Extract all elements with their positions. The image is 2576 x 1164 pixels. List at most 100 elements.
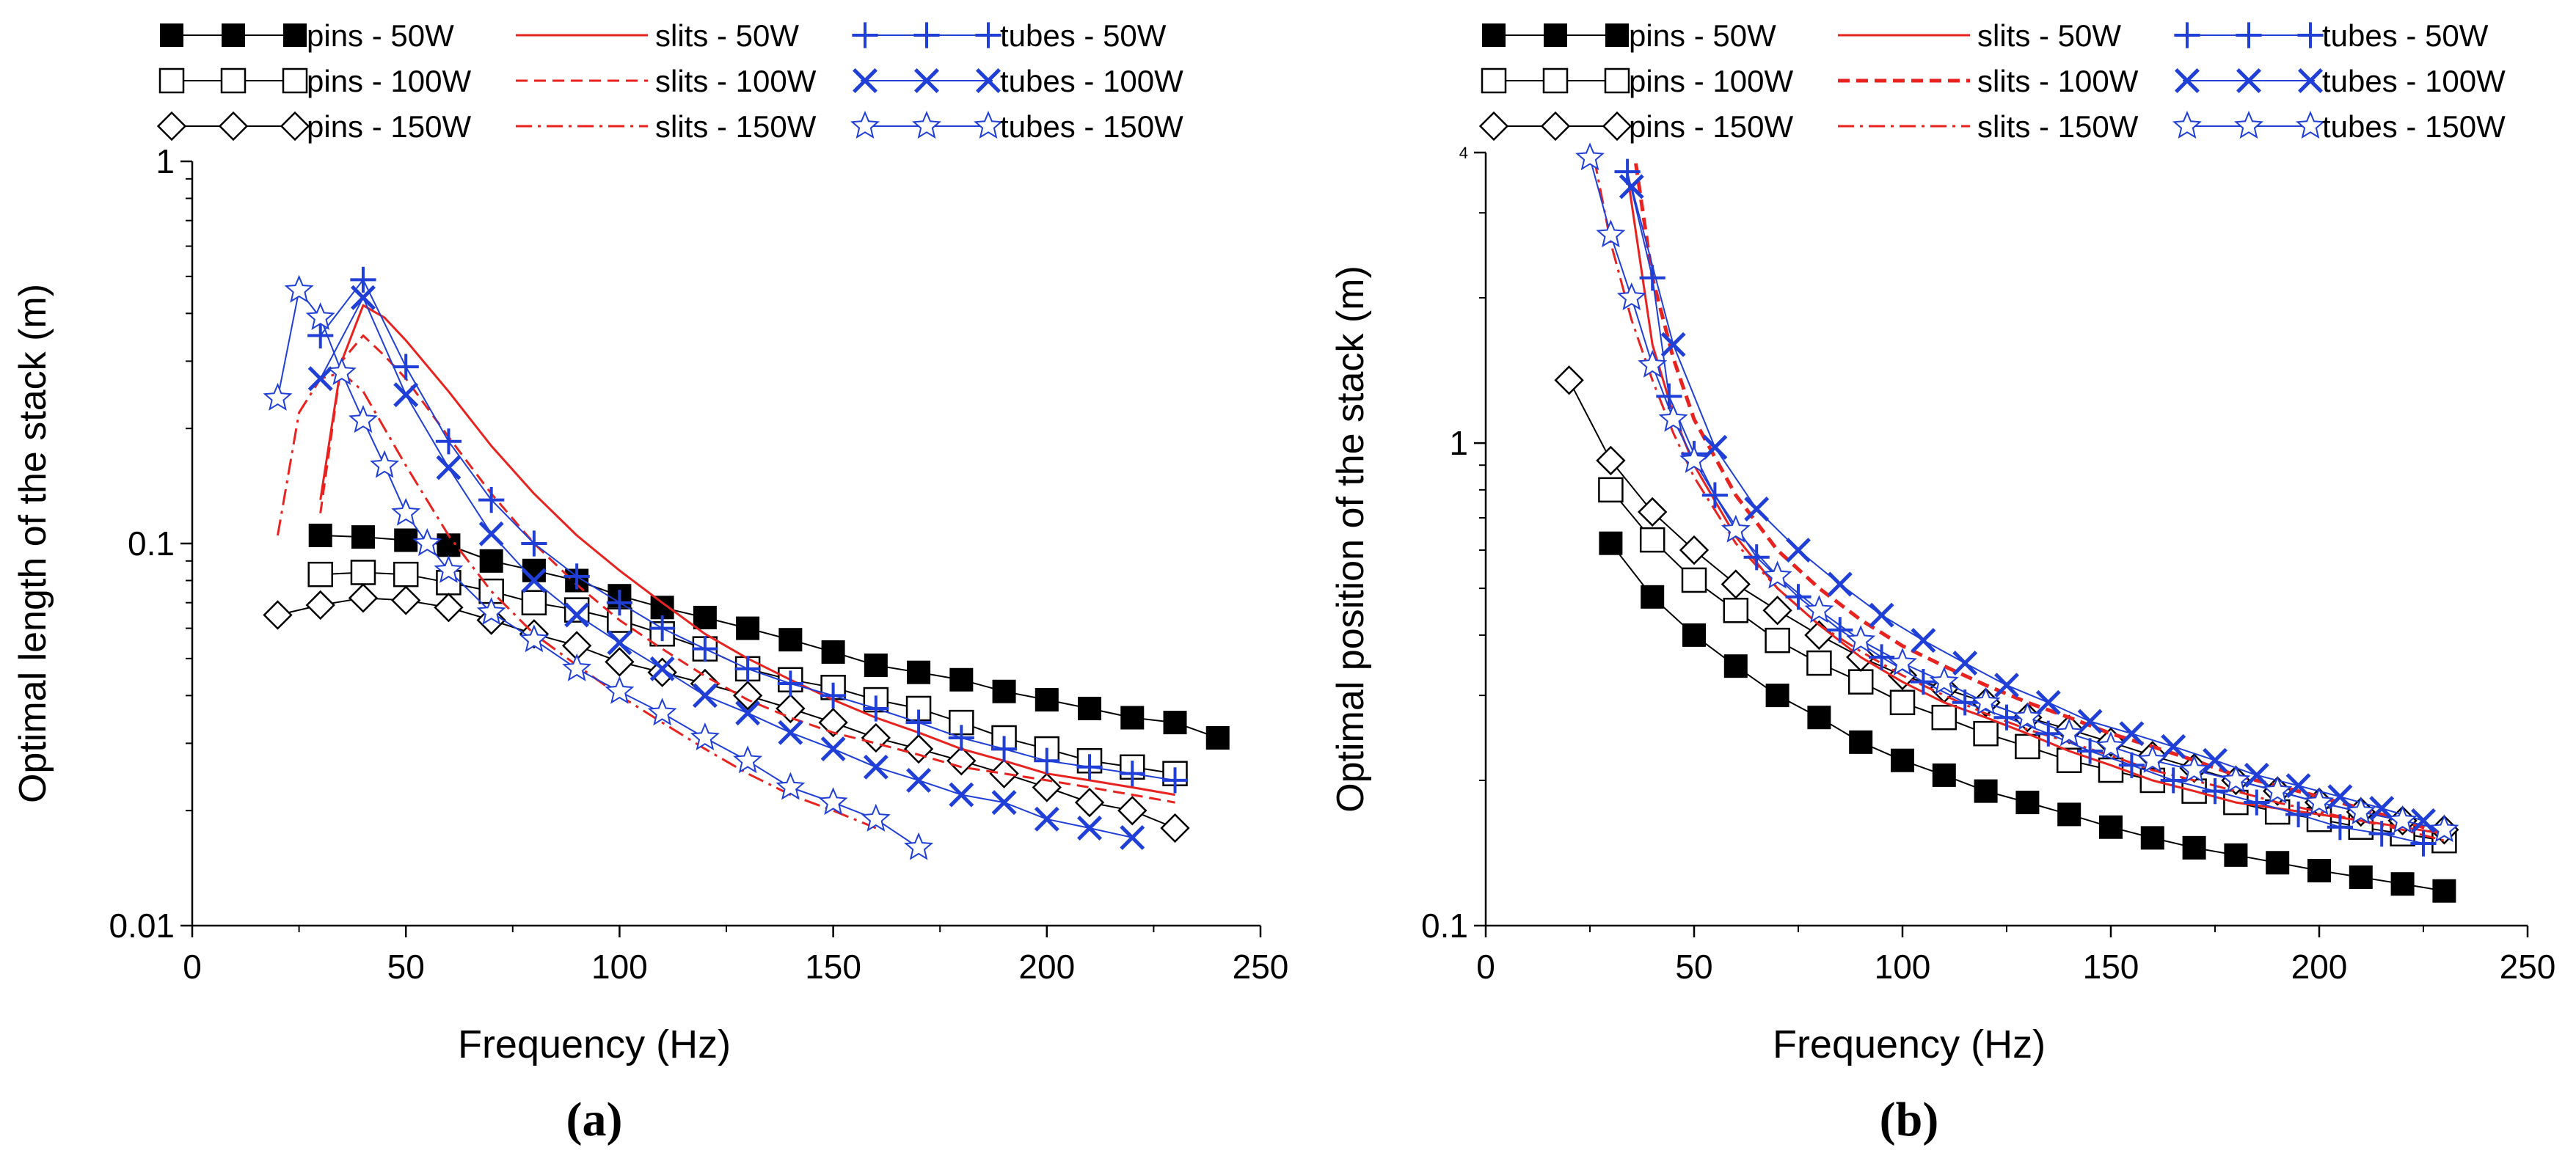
y-axis-label-b: Optimal position of the stack (m) xyxy=(1329,266,1372,813)
x-tick-label: 250 xyxy=(2500,948,2556,986)
legend-a: pins - 50W pins - 100W pins - 150W slits - … xyxy=(156,18,1183,144)
x-tick-label: 150 xyxy=(2083,948,2139,986)
data-point xyxy=(2410,830,2437,857)
legend-label: slits - 150W xyxy=(1977,109,2139,144)
legend-entry: slits - 50W xyxy=(516,18,799,53)
data-point xyxy=(861,722,891,753)
data-point xyxy=(2429,814,2459,843)
data-point xyxy=(370,450,400,478)
data-point xyxy=(1032,772,1062,802)
series-line xyxy=(319,296,1133,838)
data-point xyxy=(1827,617,1853,643)
data-point xyxy=(263,382,293,411)
legend-marker xyxy=(850,111,880,139)
data-point xyxy=(1952,651,1978,676)
data-point xyxy=(2411,808,2436,833)
legend-label: tubes - 100W xyxy=(2322,64,2506,98)
data-point xyxy=(1575,142,1605,171)
legend-entry: slits - 150W xyxy=(1838,109,2139,144)
data-point xyxy=(1120,706,1145,730)
data-point xyxy=(521,568,547,593)
data-point xyxy=(2346,797,2376,825)
y-tick-label: 0.1 xyxy=(1421,907,1468,945)
legend-entry: pins - 150W xyxy=(1478,109,1793,144)
data-point xyxy=(1849,730,1873,754)
data-point xyxy=(863,754,889,780)
data-point xyxy=(1679,444,1709,473)
plot-area-a: 0 50 100 150 200 250 0.01 0.1 1 xyxy=(109,142,1288,986)
data-point xyxy=(2244,762,2269,788)
data-point xyxy=(2202,778,2228,805)
data-point xyxy=(2327,784,2353,810)
legend-marker xyxy=(852,22,878,48)
series-tubes-150W xyxy=(263,274,934,860)
data-point xyxy=(605,676,635,704)
data-point xyxy=(391,585,421,615)
data-point xyxy=(1679,535,1710,565)
data-point xyxy=(1911,628,1936,654)
legend-entry: tubes - 150W xyxy=(2172,109,2506,144)
data-point xyxy=(736,616,760,640)
series-line xyxy=(1634,163,2445,836)
data-point xyxy=(1888,648,1917,676)
y-tick-label: 4 xyxy=(1459,144,1468,162)
series-pins-150W xyxy=(1554,365,2459,845)
legend-marker xyxy=(2296,111,2325,139)
data-point xyxy=(733,745,763,774)
data-point xyxy=(478,487,505,513)
data-point xyxy=(904,832,934,860)
data-point xyxy=(732,681,763,711)
data-point xyxy=(1847,669,1874,695)
data-point xyxy=(393,382,419,408)
data-point xyxy=(2387,805,2418,833)
data-point xyxy=(393,561,419,588)
data-point xyxy=(2077,738,2104,764)
data-point xyxy=(820,682,847,709)
data-point xyxy=(351,525,375,549)
data-point xyxy=(903,733,934,764)
data-point xyxy=(821,640,845,664)
legend-marker xyxy=(282,67,308,94)
data-point xyxy=(2305,787,2334,816)
data-point xyxy=(1596,445,1626,476)
series-slits-50W xyxy=(319,304,1175,797)
data-point xyxy=(2368,821,2395,847)
data-point xyxy=(2054,718,2084,747)
legend-marker xyxy=(283,23,307,47)
data-point xyxy=(863,695,889,722)
data-point xyxy=(1554,365,1584,395)
data-point xyxy=(949,782,974,808)
data-point xyxy=(2182,835,2206,860)
x-tick-label: 0 xyxy=(183,948,202,986)
x-tick-label: 0 xyxy=(1476,948,1495,986)
data-point xyxy=(905,709,932,736)
x-tick-label: 150 xyxy=(805,948,861,986)
legend-marker xyxy=(912,111,941,139)
series-tubes-100W xyxy=(307,285,1145,850)
legend-marker xyxy=(2172,111,2202,139)
legend-marker xyxy=(2236,68,2261,93)
data-point xyxy=(2390,872,2415,896)
data-point xyxy=(521,590,547,615)
data-point xyxy=(649,615,676,642)
data-point xyxy=(2349,865,2373,889)
data-point xyxy=(1639,265,1665,291)
data-point xyxy=(2369,796,2395,821)
data-point xyxy=(2263,775,2293,804)
data-point xyxy=(1806,650,1832,676)
data-point xyxy=(2035,689,2061,715)
data-point xyxy=(946,746,977,776)
legend-b: pins - 50W pins - 100W pins - 150W slits - … xyxy=(1478,18,2506,144)
legend-marker xyxy=(1542,67,1569,94)
data-point xyxy=(1078,696,1102,720)
y-tick-label: 1 xyxy=(1449,424,1468,462)
legend-entry: tubes - 150W xyxy=(850,109,1183,144)
data-point xyxy=(2137,744,2167,773)
y-axis-label-a: Optimal length of the stack (m) xyxy=(12,284,54,803)
data-point xyxy=(948,725,974,751)
data-point xyxy=(2307,859,2331,883)
data-point xyxy=(521,530,547,557)
data-point xyxy=(350,560,376,585)
data-point xyxy=(1639,527,1665,553)
legend-marker xyxy=(1544,23,1567,47)
